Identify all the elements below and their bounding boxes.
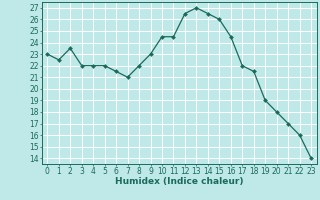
X-axis label: Humidex (Indice chaleur): Humidex (Indice chaleur)	[115, 177, 244, 186]
